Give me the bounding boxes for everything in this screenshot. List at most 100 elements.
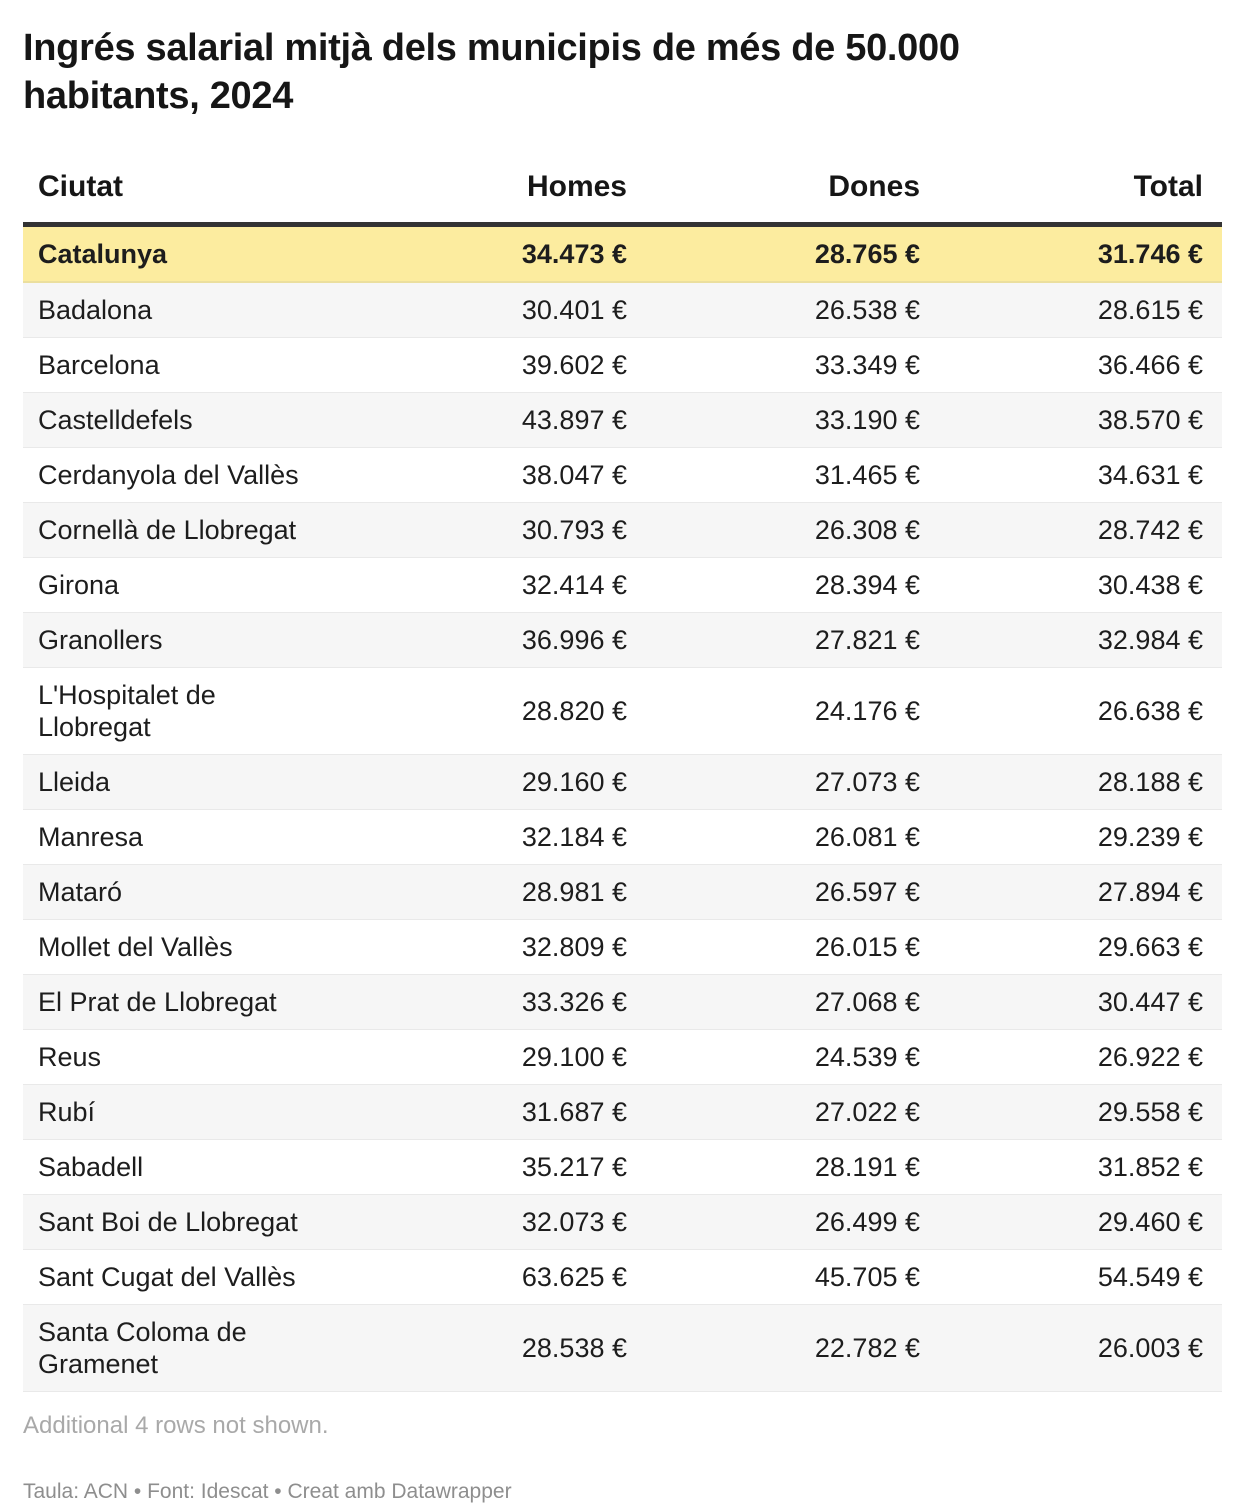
dones-cell: 26.499 €	[627, 1195, 920, 1250]
total-cell: 29.460 €	[920, 1195, 1222, 1250]
total-cell: 28.615 €	[920, 282, 1222, 338]
homes-cell: 36.996 €	[333, 613, 627, 668]
dones-cell: 26.308 €	[627, 503, 920, 558]
total-cell: 27.894 €	[920, 865, 1222, 920]
dones-cell: 28.191 €	[627, 1140, 920, 1195]
table-row: Girona 32.414 € 28.394 € 30.438 €	[23, 558, 1222, 613]
total-cell: 32.984 €	[920, 613, 1222, 668]
homes-cell: 43.897 €	[333, 393, 627, 448]
table-row: Sabadell 35.217 € 28.191 € 31.852 €	[23, 1140, 1222, 1195]
table-row: Cerdanyola del Vallès 38.047 € 31.465 € …	[23, 448, 1222, 503]
city-cell: El Prat de Llobregat	[23, 975, 333, 1030]
datawrapper-table-graphic: Ingrés salarial mitjà dels municipis de …	[0, 0, 1240, 1504]
homes-cell: 30.401 €	[333, 282, 627, 338]
table-row-catalunya: Catalunya 34.473 € 28.765 € 31.746 €	[23, 225, 1222, 283]
dones-cell: 33.349 €	[627, 338, 920, 393]
table-row: Mollet del Vallès 32.809 € 26.015 € 29.6…	[23, 920, 1222, 975]
total-cell: 28.742 €	[920, 503, 1222, 558]
dones-cell: 31.465 €	[627, 448, 920, 503]
city-cell: Manresa	[23, 810, 333, 865]
city-cell: Catalunya	[23, 225, 333, 283]
homes-cell: 33.326 €	[333, 975, 627, 1030]
homes-cell: 32.809 €	[333, 920, 627, 975]
total-cell: 28.188 €	[920, 755, 1222, 810]
dones-cell: 27.073 €	[627, 755, 920, 810]
table-row: Sant Boi de Llobregat 32.073 € 26.499 € …	[23, 1195, 1222, 1250]
city-cell: Mataró	[23, 865, 333, 920]
table-row: Santa Coloma de Gramenet 28.538 € 22.782…	[23, 1305, 1222, 1392]
total-cell: 54.549 €	[920, 1250, 1222, 1305]
total-cell: 30.438 €	[920, 558, 1222, 613]
city-cell: Badalona	[23, 282, 333, 338]
page-title: Ingrés salarial mitjà dels municipis de …	[23, 24, 1143, 120]
total-cell: 29.558 €	[920, 1085, 1222, 1140]
table-row: Mataró 28.981 € 26.597 € 27.894 €	[23, 865, 1222, 920]
total-cell: 30.447 €	[920, 975, 1222, 1030]
homes-cell: 29.160 €	[333, 755, 627, 810]
header-row: Ciutat Homes Dones Total	[23, 120, 1222, 225]
dones-cell: 33.190 €	[627, 393, 920, 448]
city-cell: Girona	[23, 558, 333, 613]
total-cell: 26.922 €	[920, 1030, 1222, 1085]
homes-cell: 31.687 €	[333, 1085, 627, 1140]
homes-cell: 32.073 €	[333, 1195, 627, 1250]
city-cell: Castelldefels	[23, 393, 333, 448]
column-header-homes: Homes	[333, 120, 627, 225]
dones-cell: 28.394 €	[627, 558, 920, 613]
table-row: Cornellà de Llobregat 30.793 € 26.308 € …	[23, 503, 1222, 558]
table-row: Lleida 29.160 € 27.073 € 28.188 €	[23, 755, 1222, 810]
city-cell: Reus	[23, 1030, 333, 1085]
homes-cell: 29.100 €	[333, 1030, 627, 1085]
homes-cell: 39.602 €	[333, 338, 627, 393]
homes-cell: 34.473 €	[333, 225, 627, 283]
city-cell: Rubí	[23, 1085, 333, 1140]
table-row: El Prat de Llobregat 33.326 € 27.068 € 3…	[23, 975, 1222, 1030]
column-header-ciutat: Ciutat	[23, 120, 333, 225]
table-row: Manresa 32.184 € 26.081 € 29.239 €	[23, 810, 1222, 865]
total-cell: 29.663 €	[920, 920, 1222, 975]
homes-cell: 32.414 €	[333, 558, 627, 613]
total-cell: 26.003 €	[920, 1305, 1222, 1392]
dones-cell: 26.597 €	[627, 865, 920, 920]
dones-cell: 27.068 €	[627, 975, 920, 1030]
homes-cell: 35.217 €	[333, 1140, 627, 1195]
homes-cell: 30.793 €	[333, 503, 627, 558]
city-cell: Sant Cugat del Vallès	[23, 1250, 333, 1305]
dones-cell: 22.782 €	[627, 1305, 920, 1392]
city-cell: Mollet del Vallès	[23, 920, 333, 975]
homes-cell: 28.538 €	[333, 1305, 627, 1392]
table-row: Reus 29.100 € 24.539 € 26.922 €	[23, 1030, 1222, 1085]
city-cell: Lleida	[23, 755, 333, 810]
table-row: Badalona 30.401 € 26.538 € 28.615 €	[23, 282, 1222, 338]
salary-table: Ciutat Homes Dones Total Catalunya 34.47…	[23, 120, 1222, 1392]
table-row: Castelldefels 43.897 € 33.190 € 38.570 €	[23, 393, 1222, 448]
homes-cell: 32.184 €	[333, 810, 627, 865]
total-cell: 34.631 €	[920, 448, 1222, 503]
homes-cell: 38.047 €	[333, 448, 627, 503]
city-cell: Sabadell	[23, 1140, 333, 1195]
city-cell: Barcelona	[23, 338, 333, 393]
city-cell: Santa Coloma de Gramenet	[23, 1305, 333, 1392]
dones-cell: 45.705 €	[627, 1250, 920, 1305]
table-row: Barcelona 39.602 € 33.349 € 36.466 €	[23, 338, 1222, 393]
city-cell: Cerdanyola del Vallès	[23, 448, 333, 503]
table-row: Granollers 36.996 € 27.821 € 32.984 €	[23, 613, 1222, 668]
column-header-total: Total	[920, 120, 1222, 225]
dones-cell: 24.539 €	[627, 1030, 920, 1085]
homes-cell: 63.625 €	[333, 1250, 627, 1305]
city-cell: Cornellà de Llobregat	[23, 503, 333, 558]
dones-cell: 24.176 €	[627, 668, 920, 755]
city-cell: Granollers	[23, 613, 333, 668]
table-row: Sant Cugat del Vallès 63.625 € 45.705 € …	[23, 1250, 1222, 1305]
total-cell: 31.852 €	[920, 1140, 1222, 1195]
city-cell: Sant Boi de Llobregat	[23, 1195, 333, 1250]
total-cell: 26.638 €	[920, 668, 1222, 755]
city-cell: L'Hospitalet de Llobregat	[23, 668, 333, 755]
column-header-dones: Dones	[627, 120, 920, 225]
rows-note: Additional 4 rows not shown.	[23, 1412, 1222, 1440]
homes-cell: 28.981 €	[333, 865, 627, 920]
total-cell: 31.746 €	[920, 225, 1222, 283]
dones-cell: 28.765 €	[627, 225, 920, 283]
total-cell: 38.570 €	[920, 393, 1222, 448]
total-cell: 29.239 €	[920, 810, 1222, 865]
